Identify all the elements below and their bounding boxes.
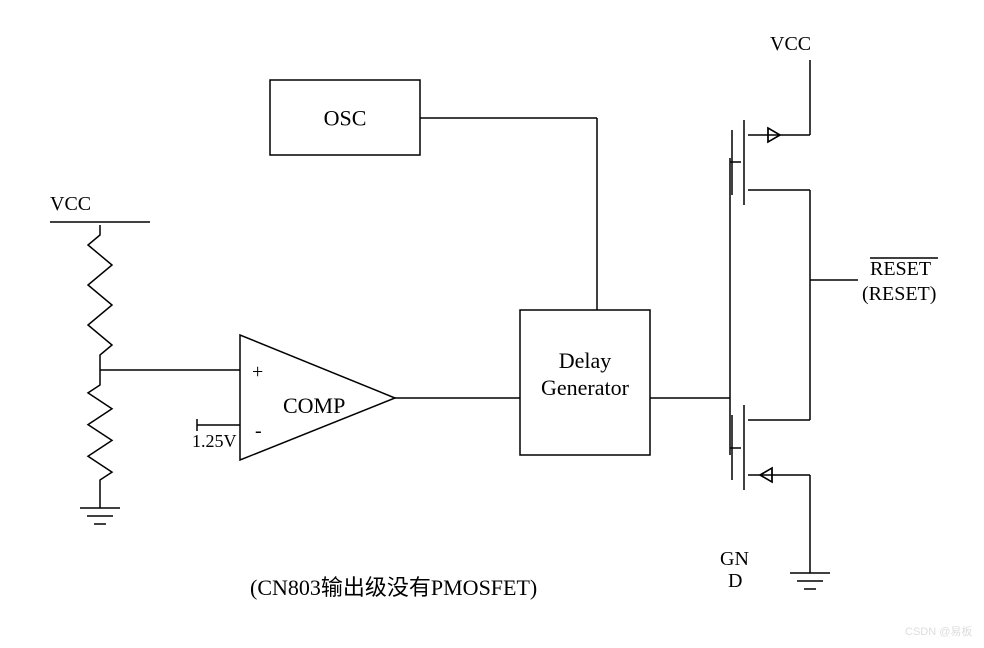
vref-label: 1.25V <box>192 431 237 451</box>
osc-label: OSC <box>324 106 367 131</box>
vcc-right-label: VCC <box>770 33 811 55</box>
bg <box>0 0 984 648</box>
watermark: CSDN @易板 <box>905 624 972 638</box>
vcc-left-label: VCC <box>50 193 91 215</box>
delay-l2: Generator <box>541 375 630 400</box>
reset-l2: (RESET) <box>862 283 936 305</box>
delay-l1: Delay <box>559 348 612 373</box>
caption: (CN803输出级没有PMOSFET) <box>250 575 537 600</box>
gnd-label2: D <box>728 570 742 592</box>
gnd-label1: GN <box>720 548 749 570</box>
comp-label: COMP <box>283 393 345 418</box>
comp-minus: - <box>255 420 262 442</box>
comp-plus: + <box>252 361 263 383</box>
reset-l1: RESET <box>870 258 931 280</box>
